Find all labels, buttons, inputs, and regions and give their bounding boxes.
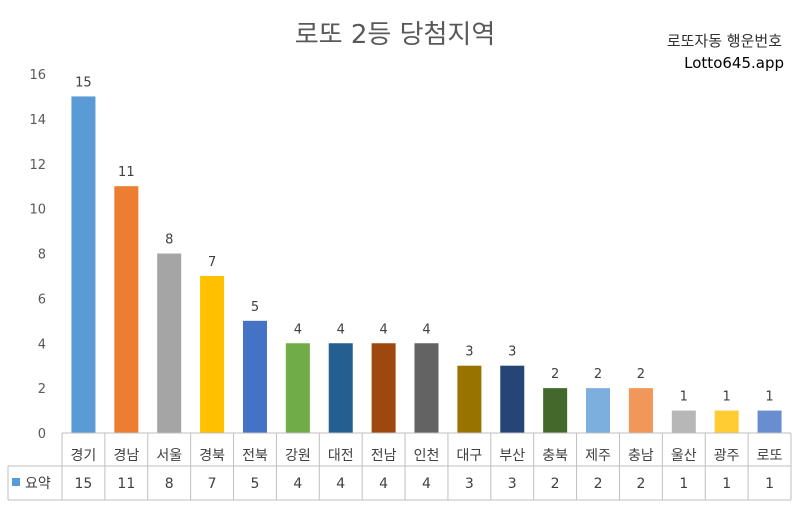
data-label: 1 xyxy=(765,390,773,405)
subtitle-line1: 로또자동 행운번호 xyxy=(666,32,782,50)
bar xyxy=(671,410,696,433)
y-tick-label: 8 xyxy=(38,248,46,263)
table-value: 2 xyxy=(551,476,560,492)
category-label: 전남 xyxy=(371,448,397,464)
bar xyxy=(500,365,525,433)
table-value: 1 xyxy=(722,476,731,492)
category-label: 경기 xyxy=(71,448,97,464)
y-tick-label: 2 xyxy=(38,382,46,397)
table-value: 1 xyxy=(765,476,774,492)
table-value: 3 xyxy=(465,476,474,492)
category-label: 서울 xyxy=(156,448,182,464)
bar xyxy=(328,343,353,433)
category-label: 제주 xyxy=(585,448,611,464)
category-label: 울산 xyxy=(671,448,697,464)
table-value: 8 xyxy=(165,476,174,492)
table-value: 2 xyxy=(636,476,645,492)
data-label: 4 xyxy=(422,322,430,337)
table-value: 7 xyxy=(208,476,217,492)
data-label: 4 xyxy=(294,322,302,337)
data-label: 11 xyxy=(118,165,135,180)
bar xyxy=(543,388,568,433)
category-label: 인천 xyxy=(414,448,440,464)
y-tick-label: 16 xyxy=(29,68,46,83)
data-label: 1 xyxy=(723,390,731,405)
bar xyxy=(200,275,225,433)
table-value: 11 xyxy=(117,476,135,492)
data-label: 1 xyxy=(680,390,688,405)
data-label: 15 xyxy=(75,75,92,90)
table-value: 4 xyxy=(422,476,431,492)
legend-key xyxy=(12,478,20,486)
bar xyxy=(414,343,439,433)
table-value: 4 xyxy=(379,476,388,492)
data-label: 5 xyxy=(251,300,259,315)
category-label: 전북 xyxy=(242,448,268,464)
y-tick-label: 14 xyxy=(29,113,46,128)
category-label: 충북 xyxy=(542,448,568,464)
chart-title: 로또 2등 당첨지역 xyxy=(294,20,496,50)
category-label: 광주 xyxy=(714,448,740,464)
bar xyxy=(586,388,611,433)
data-label: 7 xyxy=(208,255,216,270)
data-label: 2 xyxy=(551,367,559,382)
category-label: 경북 xyxy=(199,448,225,464)
y-tick-label: 12 xyxy=(29,158,46,173)
table-value: 1 xyxy=(679,476,688,492)
data-label: 2 xyxy=(637,367,645,382)
subtitle-line2: Lotto645.app xyxy=(684,54,784,72)
table-value: 15 xyxy=(75,476,93,492)
bar xyxy=(71,96,96,433)
category-label: 충남 xyxy=(628,448,654,464)
bar xyxy=(757,410,782,433)
data-label: 4 xyxy=(337,322,345,337)
category-label: 부산 xyxy=(499,448,525,464)
table-value: 2 xyxy=(594,476,603,492)
table-value: 5 xyxy=(251,476,260,492)
bar xyxy=(285,343,310,433)
data-label: 8 xyxy=(165,233,173,248)
y-tick-label: 4 xyxy=(38,337,46,352)
bar xyxy=(114,186,139,433)
y-tick-label: 0 xyxy=(38,427,46,442)
bar xyxy=(157,253,182,433)
category-label: 대구 xyxy=(456,448,482,464)
category-label: 로또 xyxy=(757,448,783,464)
y-tick-label: 10 xyxy=(29,203,46,218)
data-label: 4 xyxy=(379,322,387,337)
table-value: 4 xyxy=(336,476,345,492)
data-label: 3 xyxy=(465,345,473,360)
data-label: 3 xyxy=(508,345,516,360)
category-label: 강원 xyxy=(285,448,311,464)
category-label: 대전 xyxy=(328,448,354,464)
table-value: 4 xyxy=(293,476,302,492)
bar xyxy=(714,410,739,433)
data-label: 2 xyxy=(594,367,602,382)
bar xyxy=(371,343,396,433)
bar xyxy=(242,320,267,433)
bar xyxy=(628,388,653,433)
y-tick-label: 6 xyxy=(38,292,46,307)
bar xyxy=(457,365,482,433)
table-value: 3 xyxy=(508,476,517,492)
series-name: 요약 xyxy=(25,476,51,492)
category-label: 경남 xyxy=(113,448,139,464)
